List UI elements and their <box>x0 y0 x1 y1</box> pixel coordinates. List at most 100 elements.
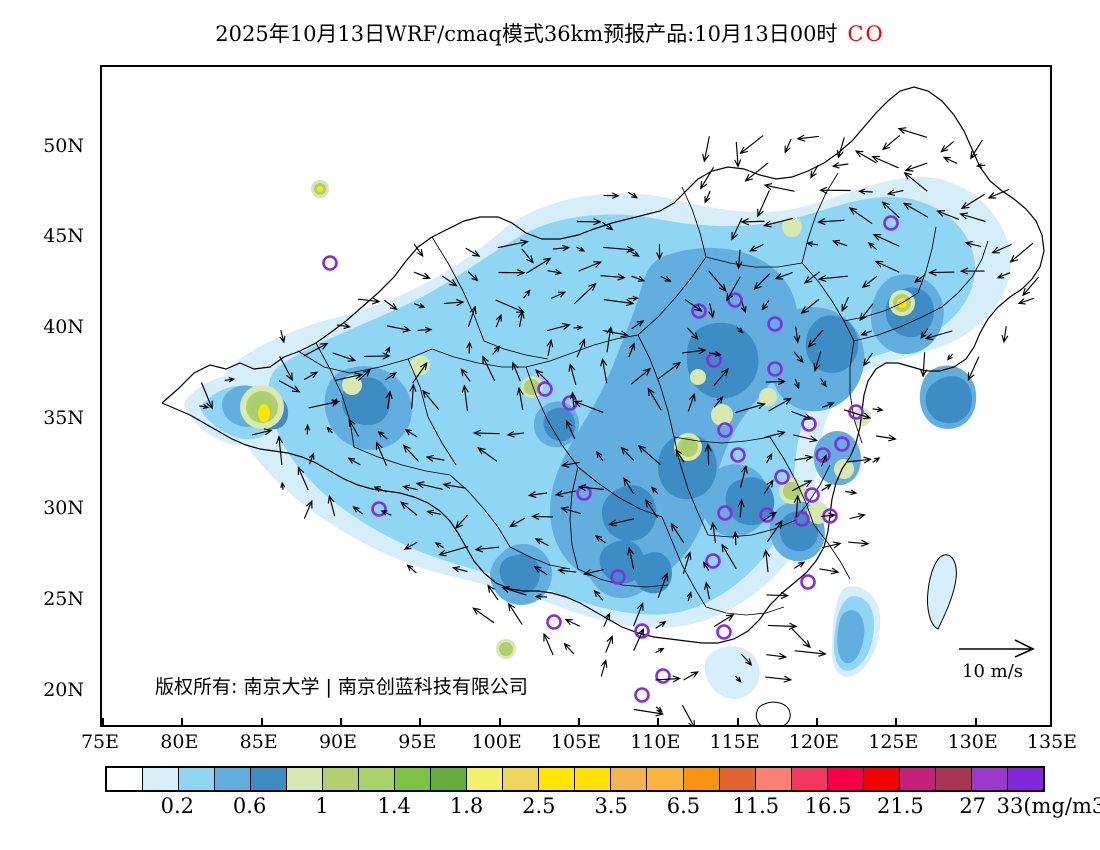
wind-vector <box>525 257 552 274</box>
wind-vector <box>573 325 584 331</box>
wind-vector <box>867 241 877 250</box>
wind-vector <box>603 612 611 627</box>
wind-vector <box>437 546 469 557</box>
wind-vector <box>574 282 597 305</box>
wind-vector <box>627 546 635 570</box>
colorbar-cell <box>107 768 144 790</box>
wind-vector <box>309 452 315 465</box>
colorbar-cell <box>971 768 1008 790</box>
wind-vector <box>412 361 428 384</box>
longitude-tick <box>816 718 818 725</box>
colorbar-cell <box>467 768 504 790</box>
colorbar-cell <box>323 768 360 790</box>
wind-vector <box>913 274 926 283</box>
wind-vector <box>936 210 960 220</box>
wind-vector <box>336 323 351 329</box>
wind-vector <box>477 447 498 462</box>
wind-vector <box>443 299 465 306</box>
wind-vector <box>805 241 819 247</box>
co-concentration-map <box>102 67 1050 725</box>
wind-vector <box>872 234 900 247</box>
wind-vector <box>647 387 662 411</box>
colorbar <box>105 766 1045 792</box>
wind-vector <box>631 275 646 282</box>
wind-vector <box>600 273 626 281</box>
wind-vector <box>763 511 778 521</box>
wind-vector <box>451 566 468 573</box>
colorbar-cell <box>1007 768 1043 790</box>
wind-vector <box>660 276 672 282</box>
wind-scale-label: 10 m/s <box>962 661 1023 682</box>
wind-vector <box>882 135 901 151</box>
wind-vector <box>633 601 644 627</box>
wind-vector <box>817 218 845 225</box>
wind-vector <box>699 167 714 190</box>
colorbar-tick-label: 2.5 <box>522 794 556 818</box>
longitude-tick <box>578 718 580 725</box>
longitude-tick <box>340 718 342 725</box>
wind-vector <box>710 521 717 543</box>
colorbar-tick-labels: 0.2 0.6 1 1.4 1.8 2.5 3.5 6.5 11.5 16.5 21.5 27 33(m… <box>0 794 1100 822</box>
wind-vector <box>732 530 739 546</box>
wind-vector <box>576 246 586 252</box>
wind-vector <box>875 434 897 442</box>
longitude-tick <box>736 718 739 725</box>
colorbar-cell <box>359 768 396 790</box>
longitude-label: 100E <box>471 731 522 753</box>
wind-vector <box>402 484 418 491</box>
wind-vector <box>817 275 848 282</box>
colorbar-cell <box>863 768 900 790</box>
longitude-label: 115E <box>709 731 760 753</box>
wind-vector <box>854 150 877 164</box>
colorbar-cell <box>719 768 756 790</box>
wind-vector <box>920 352 927 378</box>
wind-vector <box>731 218 743 241</box>
wind-vector <box>675 448 685 463</box>
wind-vector <box>794 378 800 390</box>
latitude-label: 20N <box>43 678 84 701</box>
wind-vector <box>603 299 635 307</box>
wind-vector <box>434 542 444 548</box>
wind-vector <box>841 296 849 313</box>
colorbar-cell <box>683 768 720 790</box>
wind-vector <box>766 520 783 543</box>
wind-vector <box>702 136 710 163</box>
wind-vector <box>862 352 873 367</box>
wind-vector <box>551 291 567 299</box>
wind-vector <box>765 675 793 683</box>
colorbar-cell <box>755 768 792 790</box>
wind-vector <box>766 452 773 464</box>
wind-vector <box>708 270 727 293</box>
wind-vector <box>377 430 388 440</box>
wind-vector <box>886 189 904 196</box>
wind-vector <box>560 461 580 468</box>
wind-vector <box>442 275 458 287</box>
colorbar-cell <box>647 768 684 790</box>
wind-vector <box>924 330 953 341</box>
longitude-label: 90E <box>318 731 358 753</box>
wind-vector <box>426 509 441 516</box>
wind-vector <box>384 299 398 311</box>
wind-vector <box>708 351 722 357</box>
wind-vector <box>565 419 576 439</box>
wind-vector <box>704 443 712 466</box>
wind-vector <box>744 162 769 182</box>
longitude-label: 95E <box>398 731 437 753</box>
wind-vector <box>380 510 392 516</box>
wind-vector <box>357 297 381 305</box>
longitude-tick <box>498 718 501 725</box>
wind-vector <box>793 434 819 443</box>
wind-vector <box>904 162 928 172</box>
colorbar-cell <box>539 768 576 790</box>
wind-vector <box>803 271 820 284</box>
latitude-tick <box>100 330 102 332</box>
wind-vector <box>404 428 418 438</box>
wind-vector <box>224 377 236 383</box>
wind-vector <box>516 386 524 410</box>
wind-vector <box>897 127 927 138</box>
wind-vector <box>363 352 391 360</box>
wind-vector <box>845 489 858 496</box>
wind-vector <box>796 134 820 142</box>
latitude-tick <box>100 693 102 695</box>
